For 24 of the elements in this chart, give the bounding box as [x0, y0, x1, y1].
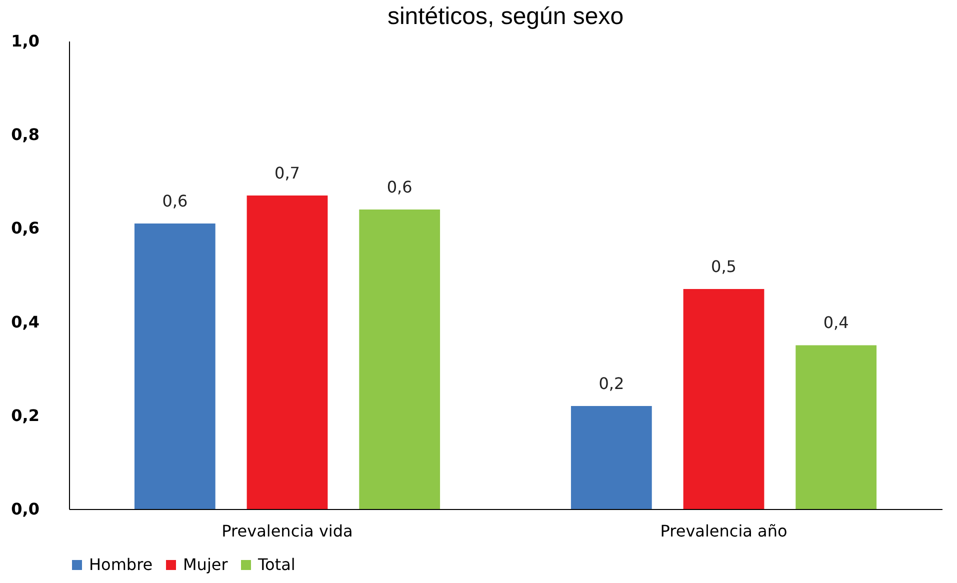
- data-label: 0,7: [274, 163, 300, 182]
- bar: [570, 406, 652, 509]
- legend-label: Total: [257, 555, 296, 574]
- x-tick-label: Prevalencia vida: [222, 522, 353, 540]
- y-tick-label: 1,0: [11, 32, 40, 50]
- y-tick-label: 0,8: [11, 125, 40, 144]
- legend-label: Hombre: [89, 555, 153, 574]
- legend-label: Mujer: [183, 555, 228, 574]
- chart-title: sintéticos, según sexo: [387, 3, 624, 30]
- bar: [796, 345, 877, 509]
- bar: [359, 209, 440, 509]
- bar: [246, 195, 328, 509]
- x-tick-label: Prevalencia año: [660, 522, 788, 540]
- data-label: 0,6: [386, 177, 412, 196]
- y-tick-label: 0,6: [11, 218, 40, 238]
- y-tick-label: 0,2: [11, 406, 40, 425]
- data-label: 0,6: [162, 192, 188, 211]
- data-label: 0,4: [823, 313, 849, 332]
- data-label: 0,2: [598, 374, 624, 394]
- data-label: 0,5: [711, 257, 736, 276]
- bar: [683, 289, 764, 509]
- y-tick-label: 0,4: [11, 312, 40, 332]
- bar: [134, 224, 216, 509]
- y-tick-label: 0,0: [11, 500, 40, 518]
